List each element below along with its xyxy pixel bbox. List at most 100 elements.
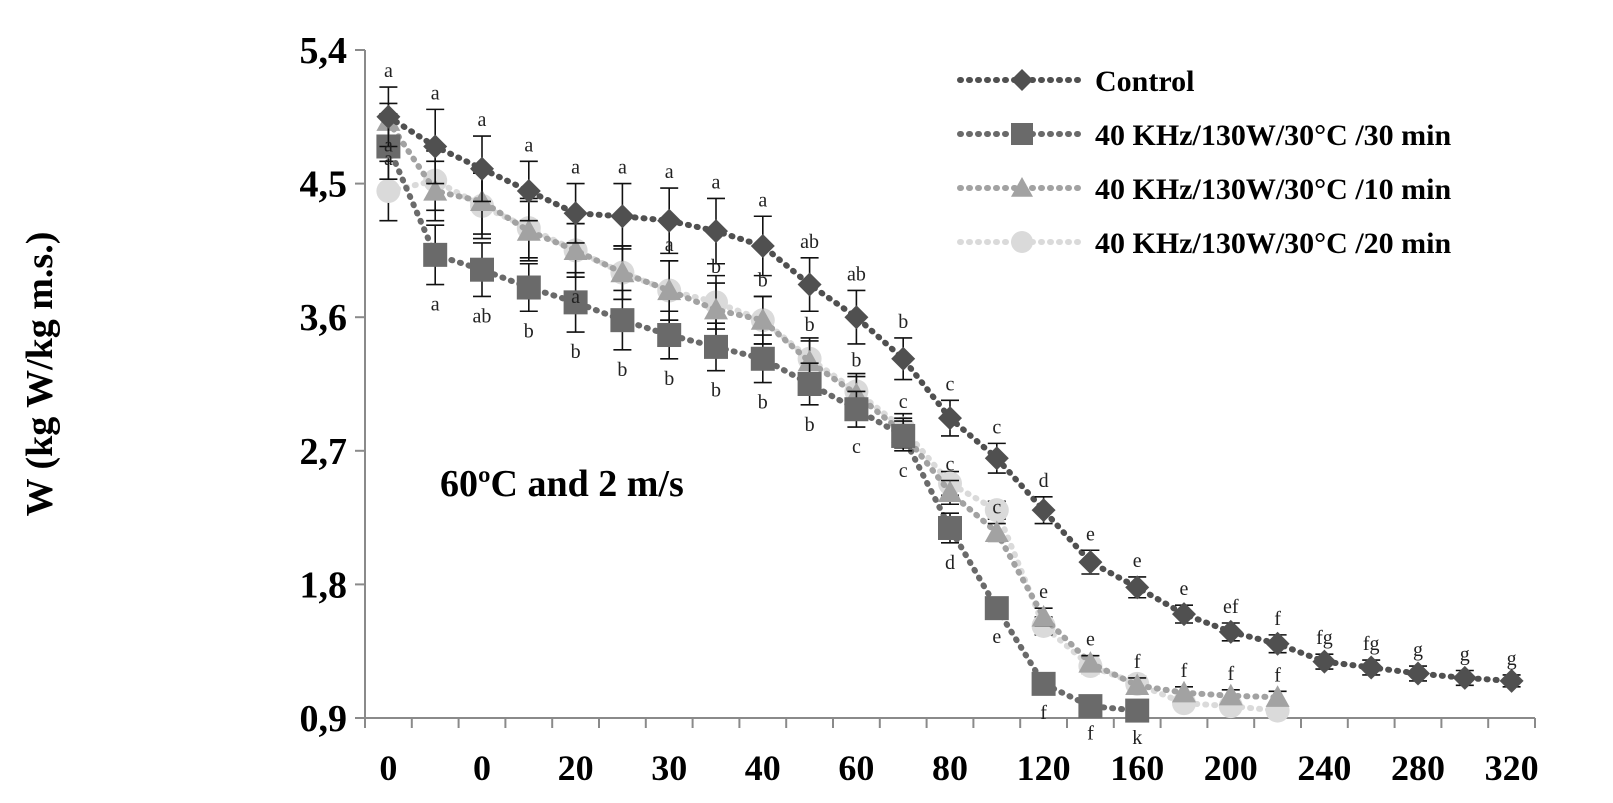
letter-label: b xyxy=(758,392,768,414)
letter-label: c xyxy=(899,460,908,482)
letter-label: e xyxy=(1180,578,1189,600)
data-point xyxy=(1078,694,1103,719)
data-point xyxy=(563,201,588,226)
x-tick-label: 120 xyxy=(1017,748,1071,788)
data-point xyxy=(657,323,682,348)
letter-label: b xyxy=(711,256,721,278)
x-tick-label: 320 xyxy=(1485,748,1539,788)
letter-label: b xyxy=(758,269,768,291)
letter-label: a xyxy=(384,134,393,156)
y-tick-label: 3,6 xyxy=(300,297,348,339)
data-point xyxy=(1125,575,1150,600)
x-tick-label: 40 xyxy=(745,748,781,788)
data-point xyxy=(844,305,869,330)
legend-item: 40 KHz/130W/30°C /20 min xyxy=(957,227,1451,260)
letter-label: d xyxy=(1039,470,1049,492)
axes: 5,4 4,5 3,6 2,7 1,8 0,9 0 0 20 30 40 60 80 120 160 200 2… xyxy=(300,30,1539,788)
data-point xyxy=(1218,619,1243,644)
x-tick-label: 20 xyxy=(558,748,594,788)
data-point xyxy=(750,233,775,258)
data-point xyxy=(704,334,728,359)
letter-label: fg xyxy=(1316,627,1333,649)
data-point xyxy=(984,596,1009,621)
letter-label: a xyxy=(524,134,533,156)
data-point xyxy=(1011,123,1033,145)
data-point xyxy=(563,238,588,260)
y-axis-label: W (kg W/kg m.s.) xyxy=(19,232,61,517)
data-point xyxy=(704,219,728,244)
data-point xyxy=(1031,671,1056,696)
x-tick-label: 80 xyxy=(932,748,968,788)
data-point xyxy=(1031,498,1056,523)
data-point xyxy=(938,515,962,540)
data-point xyxy=(1265,631,1290,656)
letter-label: b xyxy=(805,414,815,436)
letter-label: b xyxy=(617,359,627,381)
legend-label: 40 KHz/130W/30°C /30 min xyxy=(1095,119,1451,152)
y-tick-label: 0,9 xyxy=(300,698,348,740)
letter-label: a xyxy=(665,161,674,183)
x-tick-label: 0 xyxy=(379,748,397,788)
letter-label: f xyxy=(1274,664,1281,686)
data-point xyxy=(891,346,916,371)
data-point xyxy=(1452,665,1477,690)
letter-label: a xyxy=(571,157,580,179)
data-point xyxy=(1078,550,1103,575)
data-point xyxy=(750,346,775,371)
letter-label: b xyxy=(851,350,861,372)
chart-annotation: 60ºC and 2 m/s xyxy=(440,463,684,505)
data-point xyxy=(610,204,635,229)
data-point xyxy=(1406,661,1430,686)
data-point xyxy=(610,308,635,333)
y-tick-label: 2,7 xyxy=(300,431,348,473)
letter-label: f xyxy=(1087,723,1094,745)
letter-label: b xyxy=(664,368,674,390)
letter-label: f xyxy=(1181,660,1188,682)
x-tick-label: 280 xyxy=(1391,748,1445,788)
y-tick-label: 5,4 xyxy=(300,30,348,72)
series-layer xyxy=(376,86,1524,723)
letter-label: ab xyxy=(847,263,866,285)
data-point xyxy=(516,275,541,300)
y-tick-label: 1,8 xyxy=(300,564,348,606)
data-point xyxy=(423,242,448,267)
letter-label: f xyxy=(1040,702,1047,724)
data-point xyxy=(1031,605,1056,627)
series-1 xyxy=(376,113,1150,723)
data-point xyxy=(657,208,682,233)
letter-label: a xyxy=(431,82,440,104)
letter-label: c xyxy=(992,497,1001,519)
x-tick-label: 0 xyxy=(473,748,491,788)
letter-label: g xyxy=(1507,648,1517,670)
letter-label: f xyxy=(1134,651,1141,673)
data-point xyxy=(516,219,541,241)
data-point xyxy=(891,423,916,448)
data-point xyxy=(470,156,494,181)
letter-label: e xyxy=(992,626,1001,648)
letter-label: e xyxy=(1133,550,1142,572)
data-point xyxy=(984,446,1009,471)
series-0 xyxy=(376,86,1524,693)
data-point xyxy=(1218,683,1243,706)
data-point xyxy=(1125,673,1150,695)
letter-label: c xyxy=(946,373,955,395)
letter-label: ab xyxy=(473,305,492,327)
letter-label: c xyxy=(852,436,861,458)
data-point xyxy=(1011,69,1033,91)
data-point xyxy=(1172,680,1196,703)
letter-label: b xyxy=(898,311,908,333)
letter-label: b xyxy=(571,341,581,363)
data-point xyxy=(750,308,775,330)
data-point xyxy=(797,349,822,372)
x-tick-label: 30 xyxy=(651,748,687,788)
legend-label: Control xyxy=(1095,65,1194,98)
data-point xyxy=(1011,231,1033,253)
data-point xyxy=(423,179,448,201)
data-point xyxy=(938,406,962,431)
data-point xyxy=(423,134,448,159)
letter-label: e xyxy=(1086,523,1095,545)
data-point xyxy=(797,272,822,297)
data-point xyxy=(1172,602,1196,627)
legend-item: Control xyxy=(957,65,1194,98)
